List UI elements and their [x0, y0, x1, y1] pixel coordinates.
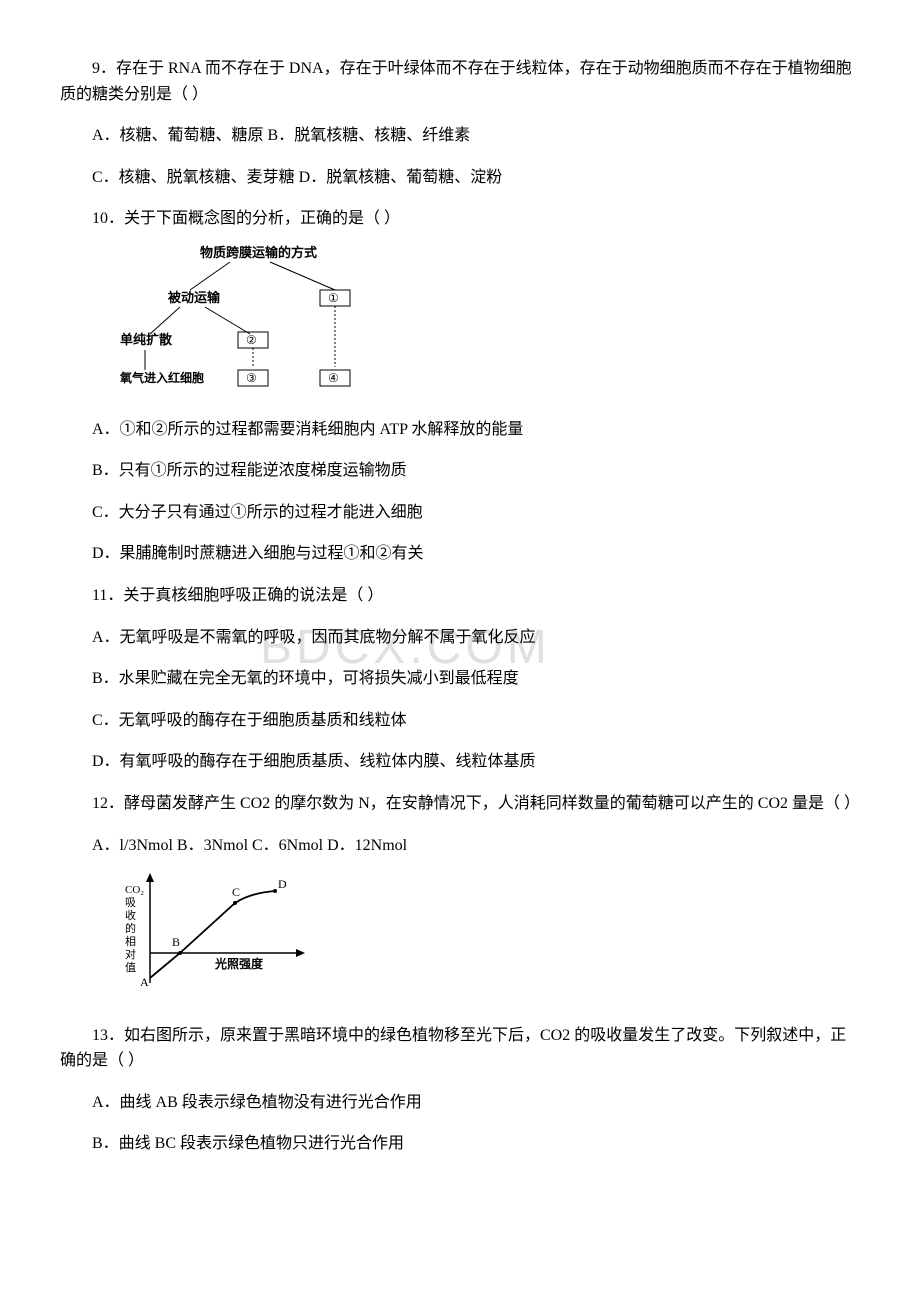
- box3: ③: [246, 371, 257, 385]
- q11-opt-d: D．有氧呼吸的酶存在于细胞质基质、线粒体内膜、线粒体基质: [60, 749, 860, 775]
- q9-text: 9．存在于 RNA 而不存在于 DNA，存在于叶绿体而不存在于线粒体，存在于动物…: [60, 56, 860, 107]
- q10-opt-d: D．果脯腌制时蔗糖进入细胞与过程①和②有关: [60, 541, 860, 567]
- q11-opt-b: B．水果贮藏在完全无氧的环境中，可将损失减小到最低程度: [60, 666, 860, 692]
- box4: ④: [328, 371, 339, 385]
- q10-opt-b: B．只有①所示的过程能逆浓度梯度运输物质: [60, 458, 860, 484]
- q12-text: 12．酵母菌发酵产生 CO2 的摩尔数为 N，在安静情况下，人消耗同样数量的葡萄…: [60, 791, 860, 817]
- node-passive: 被动运输: [167, 290, 221, 305]
- pointA: A: [140, 975, 149, 989]
- node-oxygen: 氧气进入红细胞: [120, 370, 204, 385]
- q13-opt-a: A．曲线 AB 段表示绿色植物没有进行光合作用: [60, 1090, 860, 1116]
- pointC: C: [232, 885, 240, 899]
- ylabel5: 相: [125, 935, 136, 948]
- q11-opt-c: C．无氧呼吸的酶存在于细胞质基质和线粒体: [60, 708, 860, 734]
- box1: ①: [328, 291, 339, 305]
- q11-opt-a: A．无氧呼吸是不需氧的呼吸，因而其底物分解不属于氧化反应: [60, 625, 860, 651]
- q12-opt: A．l/3Nmol B．3Nmol C．6Nmol D．12Nmol: [60, 833, 860, 859]
- q11-text: 11．关于真核细胞呼吸正确的说法是（ ）: [60, 583, 860, 609]
- q9-opt-ab: A．核糖、葡萄糖、糖原 B．脱氧核糖、核糖、纤维素: [60, 123, 860, 149]
- box2: ②: [246, 333, 257, 347]
- q10-opt-a: A．①和②所示的过程都需要消耗细胞内 ATP 水解释放的能量: [60, 417, 860, 443]
- ylabel4: 的: [125, 921, 136, 935]
- pointB: B: [172, 935, 180, 949]
- q13-text: 13．如右图所示，原来置于黑暗环境中的绿色植物移至光下后，CO2 的吸收量发生了…: [60, 1023, 860, 1074]
- ylabel6: 对: [125, 947, 136, 961]
- q13-diagram: CO₂ 吸 收 的 相 对 值 A B C D 光照强度: [120, 868, 860, 1007]
- diagram-title: 物质跨膜运输的方式: [200, 245, 317, 260]
- ylabel1: CO₂: [125, 884, 144, 896]
- q10-text: 10．关于下面概念图的分析，正确的是（ ）: [60, 206, 860, 232]
- ylabel7: 值: [125, 961, 136, 974]
- node-simple: 单纯扩散: [120, 332, 173, 347]
- q10-diagram: 物质跨膜运输的方式 被动运输 ① 单纯扩散 ② 氧气进入红细胞 ③ ④: [120, 242, 860, 401]
- ylabel3: 收: [125, 908, 136, 922]
- ylabel2: 吸: [125, 897, 136, 909]
- pointD: D: [278, 877, 287, 891]
- q10-opt-c: C．大分子只有通过①所示的过程才能进入细胞: [60, 500, 860, 526]
- q13-opt-b: B．曲线 BC 段表示绿色植物只进行光合作用: [60, 1131, 860, 1157]
- xlabel: 光照强度: [214, 956, 264, 971]
- q9-opt-cd: C．核糖、脱氧核糖、麦芽糖 D．脱氧核糖、葡萄糖、淀粉: [60, 165, 860, 191]
